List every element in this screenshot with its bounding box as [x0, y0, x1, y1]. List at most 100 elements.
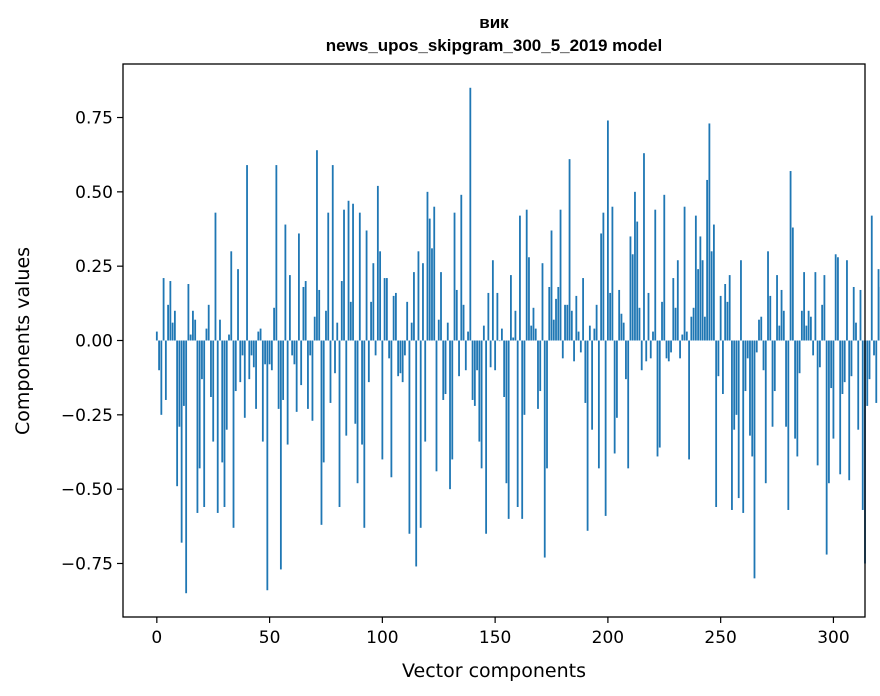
bar-72 [318, 289, 321, 341]
bar-142 [476, 340, 478, 371]
bar-78 [331, 165, 334, 341]
bar-104 [390, 340, 393, 478]
bar-9 [176, 340, 179, 487]
bar-19 [198, 340, 201, 469]
bar-295 [821, 304, 824, 341]
bar-303 [839, 340, 842, 475]
bar-42 [250, 340, 253, 356]
bar-141 [473, 340, 476, 406]
bar-63 [298, 233, 300, 341]
bar-123 [433, 206, 436, 341]
bar-200 [606, 120, 609, 341]
bar-223 [658, 340, 661, 448]
bar-41 [248, 340, 251, 380]
bar-48 [264, 340, 266, 365]
bar-94 [367, 340, 370, 383]
bar-172 [543, 340, 546, 558]
bar-32 [228, 334, 230, 341]
bar-262 [746, 340, 749, 359]
bar-79 [334, 340, 336, 374]
bar-289 [807, 310, 810, 341]
bar-311 [857, 340, 860, 430]
bar-102 [385, 278, 388, 341]
x-tick-label: 50 [259, 628, 281, 648]
bar-237 [690, 316, 693, 341]
bar-187 [577, 331, 580, 341]
x-tick-label: 150 [479, 628, 511, 648]
bar-23 [207, 304, 210, 341]
bar-133 [455, 289, 458, 341]
bar-52 [273, 307, 276, 341]
bar-145 [482, 325, 485, 341]
bar-268 [760, 316, 763, 341]
bar-218 [647, 292, 650, 341]
bar-13 [185, 340, 188, 594]
bar-71 [316, 150, 318, 341]
bar-107 [397, 340, 400, 377]
bar-246 [710, 251, 713, 341]
bar-192 [588, 325, 591, 341]
bar-240 [697, 269, 700, 341]
bar-201 [609, 292, 612, 341]
bar-35 [234, 340, 237, 392]
bar-129 [446, 322, 449, 341]
bar-148 [489, 340, 492, 368]
bar-15 [189, 334, 192, 341]
bar-95 [370, 301, 372, 341]
bar-263 [749, 340, 751, 436]
bar-285 [798, 340, 801, 374]
bar-252 [724, 284, 727, 341]
bar-146 [485, 340, 488, 534]
bar-199 [604, 340, 607, 516]
bar-181 [564, 304, 566, 341]
bar-86 [349, 301, 352, 341]
y-tick-label: −0.75 [61, 554, 113, 574]
bar-77 [329, 340, 332, 403]
bar-217 [645, 340, 648, 362]
bar-302 [837, 257, 839, 341]
bar-45 [257, 331, 260, 341]
bar-238 [692, 307, 695, 341]
bar-46 [259, 328, 262, 341]
bar-92 [363, 340, 366, 528]
bar-30 [223, 340, 226, 507]
bar-291 [812, 340, 815, 356]
y-axis-ticks: −0.75 −0.50 −0.25 0.00 0.25 0.50 0.75 [61, 109, 123, 574]
bar-290 [809, 316, 812, 341]
bar-164 [525, 209, 528, 341]
bar-170 [539, 340, 542, 392]
bar-169 [537, 340, 539, 409]
bar-24 [210, 340, 212, 397]
bar-267 [758, 319, 760, 341]
bar-150 [494, 340, 497, 371]
bar-124 [435, 340, 438, 472]
bar-116 [417, 251, 420, 341]
bar-87 [352, 203, 354, 341]
bar-211 [631, 254, 634, 341]
bar-179 [559, 209, 562, 341]
bar-33 [230, 251, 233, 341]
bar-173 [546, 340, 548, 469]
bar-154 [503, 340, 506, 397]
bar-184 [570, 310, 573, 341]
y-tick-label: −0.50 [61, 480, 113, 500]
bar-84 [345, 340, 348, 436]
bar-17 [194, 319, 197, 341]
bar-312 [859, 289, 862, 341]
bar-209 [627, 340, 630, 469]
bar-25 [212, 340, 215, 442]
bar-168 [534, 328, 537, 341]
bar-10 [178, 340, 181, 427]
bar-138 [467, 331, 469, 341]
bar-216 [643, 153, 645, 341]
bar-93 [365, 230, 368, 341]
bar-99 [379, 251, 382, 341]
bar-149 [491, 260, 494, 341]
bar-39 [243, 340, 246, 418]
bar-22 [205, 328, 208, 341]
bar-90 [358, 212, 361, 341]
bar-186 [575, 295, 578, 341]
bar-126 [440, 272, 442, 341]
bar-317 [870, 215, 873, 341]
